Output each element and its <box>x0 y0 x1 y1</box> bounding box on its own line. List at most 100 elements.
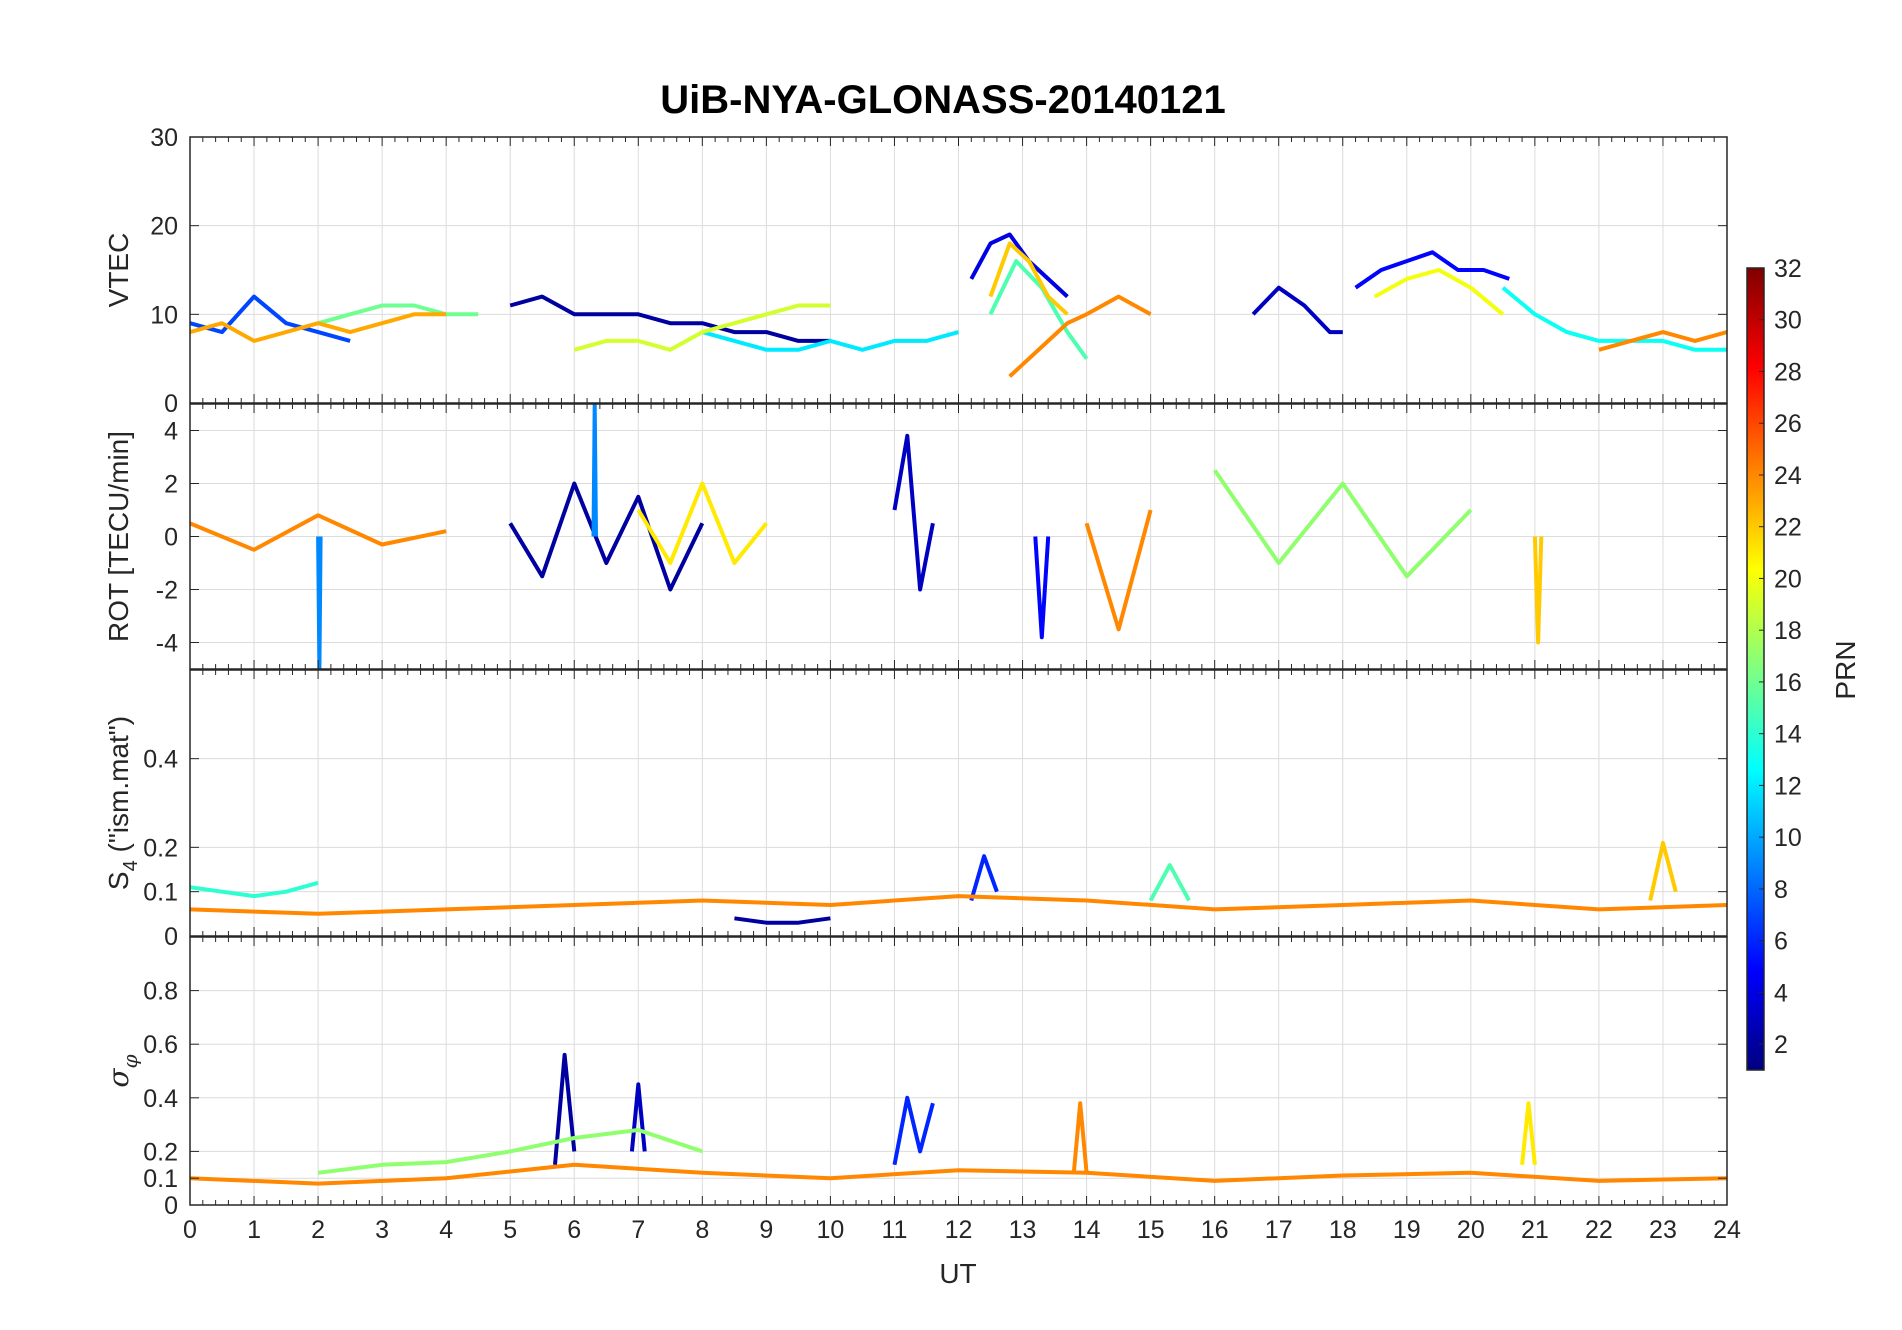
series-line-prn-17 <box>1213 469 1473 579</box>
colorbar-tick-label: 4 <box>1774 979 1788 1007</box>
y-tick-label: 0.6 <box>143 1031 178 1059</box>
y-tick-label: 10 <box>150 301 178 329</box>
x-tick-label: 3 <box>375 1216 389 1244</box>
axes-frame <box>189 136 1728 404</box>
x-tick-label: 13 <box>1009 1216 1037 1244</box>
y-tick-label: 0 <box>164 524 178 552</box>
y-tick-label: 0.2 <box>143 834 178 862</box>
x-tick-label: 11 <box>881 1216 907 1244</box>
y-tick-label: 0.4 <box>143 746 178 774</box>
y-axis-label: σφ <box>102 1054 142 1087</box>
minor-ticks <box>189 404 1728 669</box>
axes-frame <box>189 936 1728 1206</box>
x-tick-label: 1 <box>247 1216 261 1244</box>
series-line-prn-12 <box>701 330 960 352</box>
x-tick-label: 14 <box>1073 1216 1101 1244</box>
chart-title: UiB-NYA-GLONASS-20140121 <box>660 78 1225 122</box>
series-line-prn-14 <box>190 880 319 899</box>
colorbar-tick-label: 12 <box>1774 772 1802 800</box>
series-line-prn-17 <box>317 1128 703 1175</box>
series-line-prn-9 <box>316 536 323 669</box>
x-tick-labels: 0 1 2 3 4 5 6 7 8 9 10 11 12 13 14 15 16 17 18 19 20 21 22 23 24 <box>183 1216 1741 1244</box>
series-line-prn-24 <box>190 513 447 552</box>
x-tick-label: 16 <box>1201 1216 1229 1244</box>
series-line-prn-16 <box>317 303 479 326</box>
x-axis-label: UT <box>939 1258 976 1289</box>
series-line-prn-3 <box>1251 285 1343 335</box>
minor-ticks <box>189 136 1728 404</box>
y-axis-label: ROT [TECU/min] <box>103 431 134 642</box>
grid <box>189 404 1728 669</box>
y-tick-label: 0.1 <box>143 1165 178 1193</box>
series-line-prn-24 <box>190 894 1727 916</box>
x-tick-label: 21 <box>1521 1216 1549 1244</box>
y-tick-label: 30 <box>150 124 178 152</box>
axes-frame <box>189 403 1728 670</box>
series-line-prn-9 <box>591 404 598 537</box>
y-tick-label: 0 <box>164 390 178 418</box>
panel-3: 0 0.1 0.2 0.4S4 ("ism.mat") <box>103 669 1728 951</box>
colorbar-tick-label: 10 <box>1774 824 1802 852</box>
x-tick-label: 8 <box>695 1216 709 1244</box>
colorbar-tick-label: 14 <box>1774 721 1802 749</box>
series-line-prn-4 <box>969 232 1069 299</box>
y-axis-label: VTEC <box>103 233 134 308</box>
series-line-prn-24 <box>1071 1101 1089 1173</box>
x-tick-label: 17 <box>1265 1216 1293 1244</box>
colorbar-tick-label: 8 <box>1774 876 1788 904</box>
x-tick-label: 10 <box>817 1216 845 1244</box>
series-group <box>190 1052 1727 1186</box>
y-tick-label: 20 <box>150 213 178 241</box>
x-tick-label: 9 <box>759 1216 773 1244</box>
x-tick-label: 20 <box>1457 1216 1485 1244</box>
x-tick-label: 15 <box>1137 1216 1165 1244</box>
series-group <box>190 404 1544 669</box>
x-tick-label: 7 <box>631 1216 645 1244</box>
series-line-prn-24 <box>1008 294 1152 378</box>
series-line-prn-6 <box>969 854 999 902</box>
x-tick-label: 4 <box>439 1216 453 1244</box>
y-axis-label: S4 ("ism.mat") <box>103 716 142 890</box>
colorbar-label: PRN <box>1830 640 1861 699</box>
series-line-prn-21 <box>636 481 768 565</box>
colorbar-tick-label: 30 <box>1774 307 1802 335</box>
y-tick-label: 0.2 <box>143 1138 178 1166</box>
minor-ticks <box>189 670 1728 937</box>
x-tick-label: 19 <box>1393 1216 1421 1244</box>
series-line-prn-13 <box>1501 286 1727 352</box>
series-line-prn-24 <box>1598 330 1727 352</box>
series-line-prn-5 <box>1354 250 1510 290</box>
series-line-prn-2 <box>734 916 831 925</box>
series-line-prn-22 <box>988 241 1069 316</box>
y-tick-label: -4 <box>156 630 178 658</box>
x-tick-label: 0 <box>183 1216 197 1244</box>
x-tick-label: 6 <box>567 1216 581 1244</box>
y-tick-label: 0 <box>164 923 178 951</box>
series-line-prn-15 <box>1148 863 1191 902</box>
x-tick-label: 12 <box>945 1216 973 1244</box>
series-line-prn-7 <box>190 294 351 343</box>
colorbar-tick-label: 20 <box>1774 565 1802 593</box>
series-line-prn-20 <box>1373 268 1505 316</box>
y-tick-label: 0.4 <box>143 1085 178 1113</box>
series-group <box>190 840 1727 925</box>
series-line-prn-2 <box>508 481 705 592</box>
series-line-prn-22 <box>1532 536 1544 645</box>
series-line-prn-2 <box>509 294 831 343</box>
minor-ticks <box>189 937 1728 1206</box>
colorbar-tick-label: 16 <box>1774 669 1802 697</box>
y-tick-label: -2 <box>156 577 178 605</box>
colorbar-tick-label: 2 <box>1774 1031 1788 1059</box>
x-tick-label: 18 <box>1329 1216 1357 1244</box>
series-line-prn-2 <box>553 1052 577 1165</box>
series-line-prn-21 <box>1520 1101 1537 1166</box>
x-tick-label: 24 <box>1713 1216 1741 1244</box>
series-line-prn-6 <box>892 1095 935 1166</box>
y-tick-label: 0.1 <box>143 879 178 907</box>
series-line-prn-24 <box>190 1162 1727 1186</box>
series-line-prn-22 <box>1648 840 1678 901</box>
series-line-prn-24 <box>1084 509 1153 632</box>
panel-1: 0 10 20 30 VTEC <box>103 124 1728 418</box>
